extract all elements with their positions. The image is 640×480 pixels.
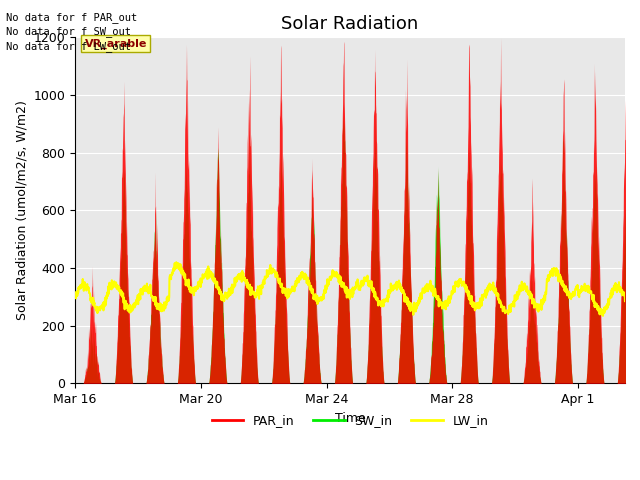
Text: VR_arable: VR_arable (84, 38, 147, 49)
X-axis label: Time: Time (335, 411, 365, 425)
Text: No data for f LW_out: No data for f LW_out (6, 41, 131, 52)
Text: No data for f PAR_out: No data for f PAR_out (6, 12, 138, 23)
Y-axis label: Solar Radiation (umol/m2/s, W/m2): Solar Radiation (umol/m2/s, W/m2) (15, 100, 28, 320)
Text: No data for f SW_out: No data for f SW_out (6, 26, 131, 37)
Title: Solar Radiation: Solar Radiation (282, 15, 419, 33)
Legend: PAR_in, SW_in, LW_in: PAR_in, SW_in, LW_in (207, 409, 493, 432)
